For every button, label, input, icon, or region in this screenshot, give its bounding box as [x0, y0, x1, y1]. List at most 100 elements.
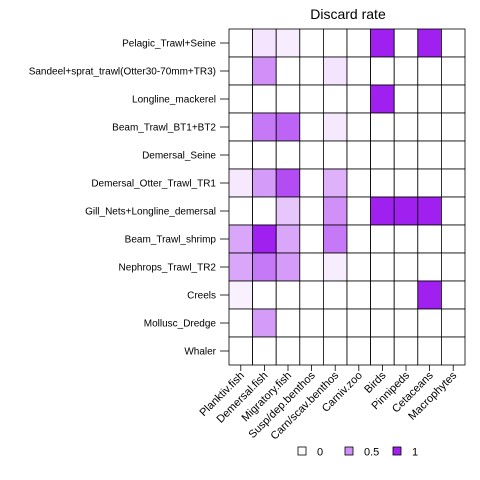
legend-swatch-0 [297, 446, 307, 456]
cell-pelagic-trawl-seine-susp-dep-benthos [299, 28, 324, 58]
cell-beam-trawl-bt1-bt2-cetaceans [417, 112, 442, 142]
cell-gill-nets-longline-demersal-macrophytes [440, 196, 466, 226]
cell-pelagic-trawl-seine-carniv-zoo [346, 28, 372, 58]
cell-beam-trawl-shrimp-carn-scav-benthos [322, 224, 348, 254]
row-labels: Pelagic_Trawl+Seine Sandeel+sprat_trawl(O… [29, 39, 229, 358]
cell-demersal-seine-demersal-fish [252, 140, 277, 170]
legend-label-0-5: 0.5 [364, 447, 379, 459]
cell-gill-nets-longline-demersal-cetaceans [417, 196, 442, 226]
cell-sandeel-sprat-trawl-otter30-70mm-tr3-birds [370, 56, 395, 86]
cell-nephrops-trawl-tr2-demersal-fish [252, 252, 277, 282]
cell-pelagic-trawl-seine-carn-scav-benthos [322, 28, 348, 58]
cell-mollusc-dredge-macrophytes [440, 308, 466, 338]
cell-beam-trawl-shrimp-demersal-fish [252, 224, 277, 254]
row-label-longline-mackerel: Longline_mackerel [132, 95, 216, 106]
cell-demersal-otter-trawl-tr1-carn-scav-benthos [322, 168, 348, 198]
cell-nephrops-trawl-tr2-susp-dep-benthos [299, 252, 324, 282]
cell-sandeel-sprat-trawl-otter30-70mm-tr3-migratory-fish [275, 56, 301, 86]
cell-demersal-otter-trawl-tr1-cetaceans [417, 168, 442, 198]
cell-creels-carn-scav-benthos [322, 280, 348, 310]
cell-mollusc-dredge-pinnipeds [393, 308, 419, 338]
cell-whaler-pinnipeds [393, 336, 419, 366]
cell-sandeel-sprat-trawl-otter30-70mm-tr3-carniv-zoo [346, 56, 372, 86]
cell-sandeel-sprat-trawl-otter30-70mm-tr3-carn-scav-benthos [322, 56, 348, 86]
cell-gill-nets-longline-demersal-carniv-zoo [346, 196, 372, 226]
cell-mollusc-dredge-birds [370, 308, 395, 338]
cell-beam-trawl-bt1-bt2-migratory-fish [275, 112, 301, 142]
cell-sandeel-sprat-trawl-otter30-70mm-tr3-macrophytes [440, 56, 466, 86]
column-labels: Planktiv.fishDemersal.fishMigratory.fish… [198, 365, 460, 442]
cell-beam-trawl-shrimp-planktiv-fish [228, 224, 254, 254]
cell-longline-mackerel-macrophytes [440, 84, 466, 114]
cell-demersal-seine-carn-scav-benthos [322, 140, 348, 170]
cell-pelagic-trawl-seine-birds [370, 28, 395, 58]
cell-demersal-seine-pinnipeds [393, 140, 419, 170]
cell-mollusc-dredge-planktiv-fish [228, 308, 254, 338]
cell-beam-trawl-bt1-bt2-macrophytes [440, 112, 466, 142]
cell-beam-trawl-shrimp-cetaceans [417, 224, 442, 254]
cell-mollusc-dredge-carniv-zoo [346, 308, 372, 338]
cell-beam-trawl-bt1-bt2-birds [370, 112, 395, 142]
cell-beam-trawl-shrimp-susp-dep-benthos [299, 224, 324, 254]
cell-whaler-carniv-zoo [346, 336, 372, 366]
cell-demersal-otter-trawl-tr1-migratory-fish [275, 168, 301, 198]
cell-beam-trawl-bt1-bt2-demersal-fish [252, 112, 277, 142]
cell-longline-mackerel-cetaceans [417, 84, 442, 114]
cell-whaler-birds [370, 336, 395, 366]
cell-gill-nets-longline-demersal-carn-scav-benthos [322, 196, 348, 226]
cell-demersal-seine-susp-dep-benthos [299, 140, 324, 170]
cell-whaler-susp-dep-benthos [299, 336, 324, 366]
cell-beam-trawl-bt1-bt2-susp-dep-benthos [299, 112, 324, 142]
cell-sandeel-sprat-trawl-otter30-70mm-tr3-demersal-fish [252, 56, 277, 86]
cell-gill-nets-longline-demersal-demersal-fish [252, 196, 277, 226]
cell-demersal-otter-trawl-tr1-birds [370, 168, 395, 198]
cell-longline-mackerel-carniv-zoo [346, 84, 372, 114]
cell-pelagic-trawl-seine-migratory-fish [275, 28, 301, 58]
cell-whaler-migratory-fish [275, 336, 301, 366]
chart-title: Discard rate [310, 6, 386, 22]
cell-sandeel-sprat-trawl-otter30-70mm-tr3-susp-dep-benthos [299, 56, 324, 86]
row-label-sandeel-sprat-trawl-otter30-70mm-tr3: Sandeel+sprat_trawl(Otter30-70mm+TR3) [29, 67, 216, 78]
row-label-pelagic-trawl-seine: Pelagic_Trawl+Seine [122, 39, 216, 50]
cell-beam-trawl-bt1-bt2-carn-scav-benthos [322, 112, 348, 142]
legend-swatch-1 [392, 446, 402, 456]
row-label-beam-trawl-bt1-bt2: Beam_Trawl_BT1+BT2 [112, 123, 216, 134]
cell-nephrops-trawl-tr2-cetaceans [417, 252, 442, 282]
cell-demersal-otter-trawl-tr1-demersal-fish [252, 168, 277, 198]
cell-demersal-seine-migratory-fish [275, 140, 301, 170]
cell-demersal-seine-planktiv-fish [228, 140, 254, 170]
cell-beam-trawl-bt1-bt2-planktiv-fish [228, 112, 254, 142]
cell-longline-mackerel-planktiv-fish [228, 84, 254, 114]
cell-demersal-seine-cetaceans [417, 140, 442, 170]
row-label-gill-nets-longline-demersal: Gill_Nets+Longline_demersal [85, 207, 216, 218]
cell-whaler-planktiv-fish [228, 336, 254, 366]
cell-creels-planktiv-fish [228, 280, 254, 310]
cell-mollusc-dredge-demersal-fish [252, 308, 277, 338]
cell-demersal-seine-birds [370, 140, 395, 170]
cell-longline-mackerel-birds [370, 84, 395, 114]
cell-whaler-demersal-fish [252, 336, 277, 366]
row-label-demersal-seine: Demersal_Seine [142, 151, 216, 162]
cell-nephrops-trawl-tr2-carniv-zoo [346, 252, 372, 282]
cell-demersal-otter-trawl-tr1-carniv-zoo [346, 168, 372, 198]
cell-demersal-otter-trawl-tr1-planktiv-fish [228, 168, 254, 198]
legend-label-1: 1 [412, 447, 418, 459]
cell-gill-nets-longline-demersal-migratory-fish [275, 196, 301, 226]
cell-demersal-seine-macrophytes [440, 140, 466, 170]
cell-mollusc-dredge-susp-dep-benthos [299, 308, 324, 338]
legend-label-0: 0 [317, 447, 323, 459]
cell-beam-trawl-shrimp-macrophytes [440, 224, 466, 254]
cell-sandeel-sprat-trawl-otter30-70mm-tr3-planktiv-fish [228, 56, 254, 86]
row-label-beam-trawl-shrimp: Beam_Trawl_shrimp [125, 235, 217, 246]
cell-beam-trawl-shrimp-migratory-fish [275, 224, 301, 254]
legend: 0 0.5 1 [297, 446, 418, 459]
cell-nephrops-trawl-tr2-migratory-fish [275, 252, 301, 282]
cell-nephrops-trawl-tr2-planktiv-fish [228, 252, 254, 282]
cell-pelagic-trawl-seine-demersal-fish [252, 28, 277, 58]
cell-demersal-seine-carniv-zoo [346, 140, 372, 170]
cell-pelagic-trawl-seine-macrophytes [440, 28, 466, 58]
cell-creels-carniv-zoo [346, 280, 372, 310]
cell-creels-migratory-fish [275, 280, 301, 310]
cell-mollusc-dredge-cetaceans [417, 308, 442, 338]
